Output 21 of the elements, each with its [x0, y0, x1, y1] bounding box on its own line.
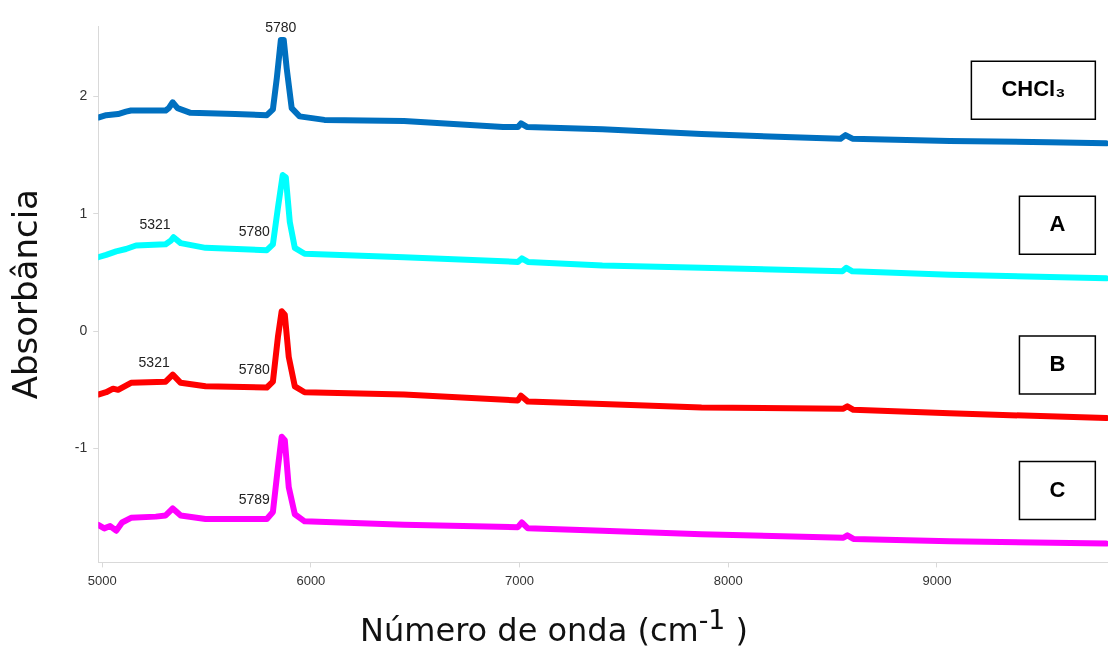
- x-axis-title: Número de onda (cm$^{-1}$ ): [360, 604, 748, 649]
- series-label: CHCl₃: [1001, 76, 1066, 102]
- series-label: A: [1049, 211, 1066, 237]
- annotation: 5780: [238, 223, 271, 240]
- x-tick-label: 6000: [296, 572, 326, 588]
- y-axis-title: Absorbância: [5, 189, 46, 400]
- x-tick-label: 7000: [505, 572, 535, 588]
- y-tick-label: -1: [74, 439, 88, 456]
- y-tick-label: 2: [79, 87, 88, 104]
- annotation: 5321: [139, 216, 171, 233]
- annotation: 5780: [265, 19, 297, 36]
- annotation: 5780: [238, 360, 271, 377]
- series-label: B: [1049, 351, 1066, 377]
- x-tick-label: 5000: [87, 572, 117, 588]
- x-tick-label: 9000: [922, 572, 952, 588]
- y-tick-label: 0: [79, 322, 88, 339]
- y-tick-label: 1: [79, 204, 88, 221]
- series-label: C: [1049, 476, 1066, 502]
- annotation: 5789: [238, 490, 271, 507]
- annotation: 5321: [138, 353, 170, 370]
- x-tick-label: 8000: [713, 572, 743, 588]
